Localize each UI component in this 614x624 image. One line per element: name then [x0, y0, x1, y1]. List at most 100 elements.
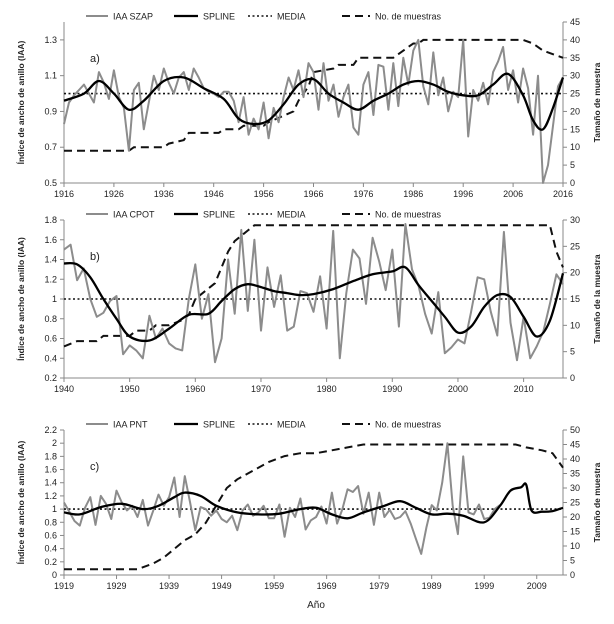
- legend-label: SPLINE: [203, 210, 235, 220]
- legend-label: IAA SZAP: [113, 12, 153, 22]
- y-tick-label: 0.6: [44, 530, 57, 540]
- y2-tick-label: 5: [570, 160, 575, 170]
- y2-tick-label: 40: [570, 454, 580, 464]
- y2-tick-label: 30: [570, 71, 580, 81]
- samples-line: [64, 38, 564, 152]
- y-tick-label: 1.8: [44, 215, 57, 225]
- y-tick-label: 0.6: [44, 334, 57, 344]
- y2-tick-label: 15: [570, 527, 580, 537]
- x-tick-label: 1929: [107, 581, 127, 591]
- legend-label: No. de muestras: [375, 420, 442, 430]
- y-axis-title: Índice de ancho de anillo (IAA): [16, 40, 26, 164]
- legend-label: SPLINE: [203, 420, 235, 430]
- x-tick-label: 1916: [54, 189, 74, 199]
- spline-line: [63, 72, 565, 131]
- y2-tick-label: 10: [570, 320, 580, 330]
- x-tick-label: 1956: [254, 189, 274, 199]
- legend-label: MEDIA: [277, 420, 306, 430]
- y2-tick-label: 15: [570, 124, 580, 134]
- y-tick-label: 1: [52, 294, 57, 304]
- y2-tick-label: 5: [570, 556, 575, 566]
- samples-line: [63, 224, 564, 348]
- samples-line: [64, 443, 564, 571]
- y-tick-label: 1.8: [44, 451, 57, 461]
- y-axis-title: Índice de ancho de anillo (IAA): [16, 237, 26, 361]
- x-tick-label: 2010: [514, 384, 534, 394]
- x-tick-label: 2000: [448, 384, 468, 394]
- x-tick-label: 1936: [154, 189, 174, 199]
- x-tick-label: 2016: [553, 189, 573, 199]
- legend-label: IAA CPOT: [113, 210, 155, 220]
- y2-tick-label: 10: [570, 142, 580, 152]
- x-tick-label: 1976: [353, 189, 373, 199]
- spline-line: [63, 482, 564, 524]
- x-tick-label: 1969: [317, 581, 337, 591]
- y-tick-label: 0.5: [44, 178, 57, 188]
- y2-tick-label: 0: [570, 178, 575, 188]
- y2-tick-label: 35: [570, 53, 580, 63]
- iaa-line: [63, 38, 564, 184]
- x-tick-label: 1939: [159, 581, 179, 591]
- x-tick-label: 1959: [264, 581, 284, 591]
- x-tick-label: 1990: [382, 384, 402, 394]
- x-tick-label: 1996: [453, 189, 473, 199]
- x-tick-label: 1946: [204, 189, 224, 199]
- y2-tick-label: 0: [570, 373, 575, 383]
- y2-tick-label: 35: [570, 469, 580, 479]
- iaa-line: [63, 442, 501, 555]
- x-tick-label: 1966: [303, 189, 323, 199]
- y2-tick-label: 20: [570, 106, 580, 116]
- legend-label: IAA PNT: [113, 420, 148, 430]
- y-tick-label: 0.2: [44, 373, 57, 383]
- legend: IAA SZAP SPLINE MEDIA No. de muestras: [86, 12, 442, 22]
- x-tick-label: 1940: [54, 384, 74, 394]
- y-tick-label: 2: [52, 438, 57, 448]
- x-tick-label: 1949: [212, 581, 232, 591]
- legend-label: MEDIA: [277, 210, 306, 220]
- y-tick-label: 1.6: [44, 465, 57, 475]
- panel-b: 1940 1950 1960 1970 1980 1990 2000 20100.20.40.…: [16, 210, 602, 395]
- panel-label: c): [90, 461, 99, 473]
- y2-axis-title: Tamaño de muestra: [592, 462, 602, 542]
- x-tick-label: 2006: [503, 189, 523, 199]
- panel-c: 1919 1929 1939 1949 1959 1969 1979 1989 1999 2009…: [16, 420, 602, 592]
- legend-label: SPLINE: [203, 12, 235, 22]
- x-tick-label: 1979: [369, 581, 389, 591]
- x-axis-title: Año: [307, 600, 325, 611]
- y-tick-label: 1.2: [44, 274, 57, 284]
- x-tick-label: 1960: [185, 384, 205, 394]
- y-tick-label: 1.3: [44, 35, 57, 45]
- y-tick-label: 1: [52, 504, 57, 514]
- y2-axis-title: Tamaño de muestra: [592, 62, 602, 142]
- y2-tick-label: 50: [570, 425, 580, 435]
- legend-label: No. de muestras: [375, 12, 442, 22]
- y2-tick-label: 40: [570, 35, 580, 45]
- iaa-line: [63, 223, 564, 364]
- x-tick-label: 1989: [422, 581, 442, 591]
- y2-tick-label: 25: [570, 498, 580, 508]
- panel-label: a): [90, 53, 100, 65]
- x-tick-label: 1970: [251, 384, 271, 394]
- legend: IAA CPOT SPLINE MEDIA No. de muestras: [86, 210, 442, 220]
- x-tick-label: 1986: [403, 189, 423, 199]
- y-tick-label: 0.7: [44, 142, 57, 152]
- y2-tick-label: 5: [570, 347, 575, 357]
- legend-label: MEDIA: [277, 12, 306, 22]
- y-tick-label: 0.8: [44, 517, 57, 527]
- legend-label: No. de muestras: [375, 210, 442, 220]
- y-tick-label: 1.4: [44, 478, 57, 488]
- x-tick-label: 2009: [527, 581, 547, 591]
- panel-a: 1916 1926 1936 1946 1956 1966 1976 1986 1996 2006…: [16, 12, 602, 200]
- y2-tick-label: 10: [570, 541, 580, 551]
- y2-tick-label: 45: [570, 440, 580, 450]
- y2-tick-label: 45: [570, 17, 580, 27]
- y2-tick-label: 25: [570, 241, 580, 251]
- legend: IAA PNT SPLINE MEDIA No. de muestras: [86, 420, 442, 430]
- y-tick-label: 0: [52, 570, 57, 580]
- y2-tick-label: 20: [570, 512, 580, 522]
- y-tick-label: 0.4: [44, 544, 57, 554]
- y-tick-label: 0.4: [44, 353, 57, 363]
- y-tick-label: 2.2: [44, 425, 57, 435]
- y-tick-label: 1.1: [44, 71, 57, 81]
